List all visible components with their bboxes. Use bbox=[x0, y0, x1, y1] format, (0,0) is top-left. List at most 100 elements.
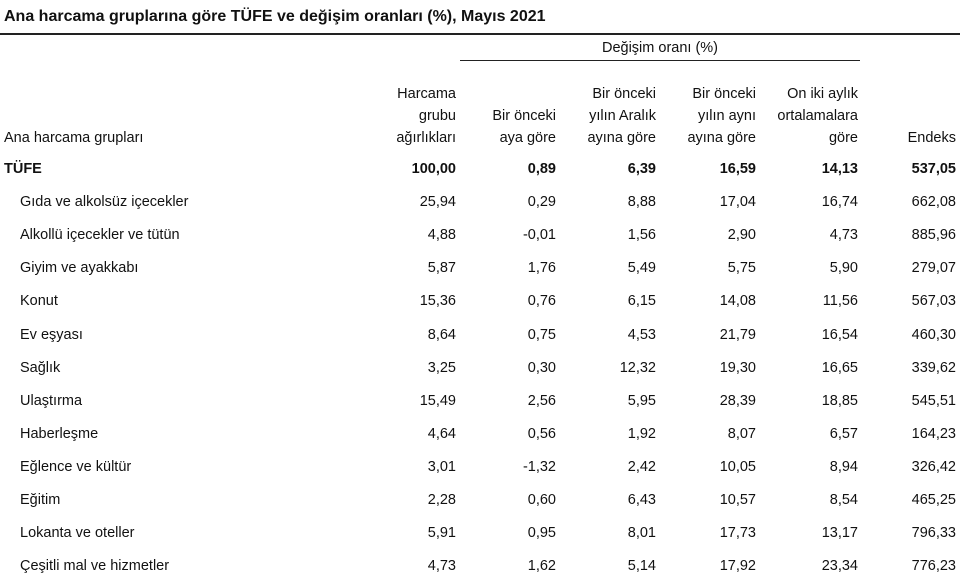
cell: 17,04 bbox=[719, 194, 756, 211]
column-header: grubu bbox=[418, 108, 456, 124]
cell: 164,23 bbox=[911, 425, 956, 442]
cell: 8,88 bbox=[627, 194, 656, 211]
cell: 339,62 bbox=[911, 359, 956, 376]
cell: 25,94 bbox=[419, 194, 456, 211]
cell: 537,05 bbox=[911, 161, 956, 177]
cell: 2,56 bbox=[527, 392, 556, 409]
cell: 16,74 bbox=[821, 194, 858, 211]
cell: 5,95 bbox=[627, 392, 656, 409]
cell: 326,42 bbox=[911, 458, 956, 475]
cell: 16,59 bbox=[719, 161, 756, 177]
cell: 100,00 bbox=[411, 161, 456, 177]
cell: 4,53 bbox=[627, 326, 656, 343]
row-label: Çeşitli mal ve hizmetler bbox=[20, 558, 170, 575]
group-header: Değişim oranı (%) bbox=[601, 40, 719, 56]
cell: 8,64 bbox=[427, 326, 456, 343]
cell: 0,75 bbox=[527, 326, 556, 343]
cell: 13,17 bbox=[821, 525, 858, 542]
row-label: Gıda ve alkolsüz içecekler bbox=[20, 194, 189, 211]
cell: 17,92 bbox=[719, 558, 756, 575]
column-header: ayına göre bbox=[587, 130, 656, 146]
cell: 19,30 bbox=[719, 359, 756, 376]
cell: 0,60 bbox=[527, 492, 556, 508]
cell: 28,39 bbox=[719, 392, 756, 409]
column-header: ağırlıkları bbox=[396, 130, 456, 146]
row-label: Alkollü içecekler ve tütün bbox=[20, 227, 180, 244]
title: Ana harcama gruplarına göre TÜFE ve deği… bbox=[4, 8, 546, 25]
cell: 1,62 bbox=[527, 558, 556, 575]
column-header: Bir önceki bbox=[492, 108, 556, 124]
cell: 5,49 bbox=[627, 260, 656, 277]
cell: 6,15 bbox=[627, 293, 656, 310]
column-header: Bir önceki bbox=[692, 86, 756, 102]
row-label: Eğitim bbox=[20, 492, 61, 508]
column-header: Harcama bbox=[397, 86, 456, 102]
cell: 11,56 bbox=[822, 293, 858, 310]
cell: 460,30 bbox=[911, 326, 956, 343]
cell: 8,94 bbox=[829, 458, 858, 475]
cell: 18,85 bbox=[821, 392, 858, 409]
column-header: Endeks bbox=[907, 130, 956, 146]
column-header: Ana harcama grupları bbox=[4, 130, 144, 146]
cell: 885,96 bbox=[911, 227, 956, 244]
cell: 15,49 bbox=[419, 392, 456, 409]
cell: 4,88 bbox=[427, 227, 456, 244]
cell: 0,76 bbox=[527, 293, 556, 310]
cell: 12,32 bbox=[619, 359, 656, 376]
cell: 17,73 bbox=[719, 525, 756, 542]
column-header: ortalamalara bbox=[777, 108, 858, 124]
cell: 5,87 bbox=[427, 260, 456, 277]
cell: 10,05 bbox=[719, 458, 756, 475]
cell: 0,29 bbox=[527, 194, 556, 211]
cell: 6,39 bbox=[627, 161, 656, 177]
cell: 5,90 bbox=[829, 260, 858, 277]
column-header: aya göre bbox=[499, 130, 556, 146]
cell: 3,01 bbox=[427, 458, 456, 475]
cell: 16,65 bbox=[821, 359, 858, 376]
cell: 0,95 bbox=[527, 525, 556, 542]
cell: 6,43 bbox=[627, 492, 656, 508]
cell: 4,73 bbox=[427, 558, 456, 575]
cell: 545,51 bbox=[911, 392, 956, 409]
row-label: Ev eşyası bbox=[20, 326, 83, 343]
cell: 16,54 bbox=[821, 326, 858, 343]
row-label: Haberleşme bbox=[20, 425, 99, 442]
cell: 2,90 bbox=[727, 227, 756, 244]
column-header: Bir önceki bbox=[592, 86, 656, 102]
cell: -0,01 bbox=[522, 227, 556, 244]
column-header: yılın aynı bbox=[697, 108, 756, 124]
cell: 776,23 bbox=[911, 558, 956, 575]
cell: 4,73 bbox=[829, 227, 858, 244]
cell: 10,57 bbox=[719, 492, 756, 508]
rule bbox=[0, 33, 960, 35]
cell: 567,03 bbox=[911, 293, 956, 310]
row-label: Sağlık bbox=[20, 359, 61, 376]
column-header: ayına göre bbox=[687, 130, 756, 146]
cell: 0,89 bbox=[527, 161, 556, 177]
row-label: Konut bbox=[20, 293, 58, 310]
cell: 5,14 bbox=[627, 558, 656, 575]
column-header: yılın Aralık bbox=[589, 108, 656, 124]
row-label: Ulaştırma bbox=[20, 392, 83, 409]
row-label: Eğlence ve kültür bbox=[20, 458, 132, 475]
cell: 1,56 bbox=[627, 227, 656, 244]
cell: 279,07 bbox=[911, 260, 956, 277]
cell: 1,76 bbox=[527, 260, 556, 277]
cell: 21,79 bbox=[719, 326, 756, 343]
cell: 0,56 bbox=[527, 425, 556, 442]
cell: 2,42 bbox=[627, 458, 656, 475]
cell: 8,07 bbox=[727, 425, 756, 442]
row-label: TÜFE bbox=[4, 161, 42, 177]
cell: 14,08 bbox=[719, 293, 756, 310]
row-label: Giyim ve ayakkabı bbox=[20, 260, 139, 277]
cell: 23,34 bbox=[821, 558, 858, 575]
cell: 4,64 bbox=[427, 425, 456, 442]
row-label: Lokanta ve oteller bbox=[20, 525, 135, 542]
cell: 2,28 bbox=[427, 492, 456, 508]
column-header: göre bbox=[828, 130, 858, 146]
cell: 5,91 bbox=[427, 525, 456, 542]
cell: 15,36 bbox=[419, 293, 456, 310]
cell: 8,01 bbox=[627, 525, 656, 542]
cell: 465,25 bbox=[911, 492, 956, 508]
